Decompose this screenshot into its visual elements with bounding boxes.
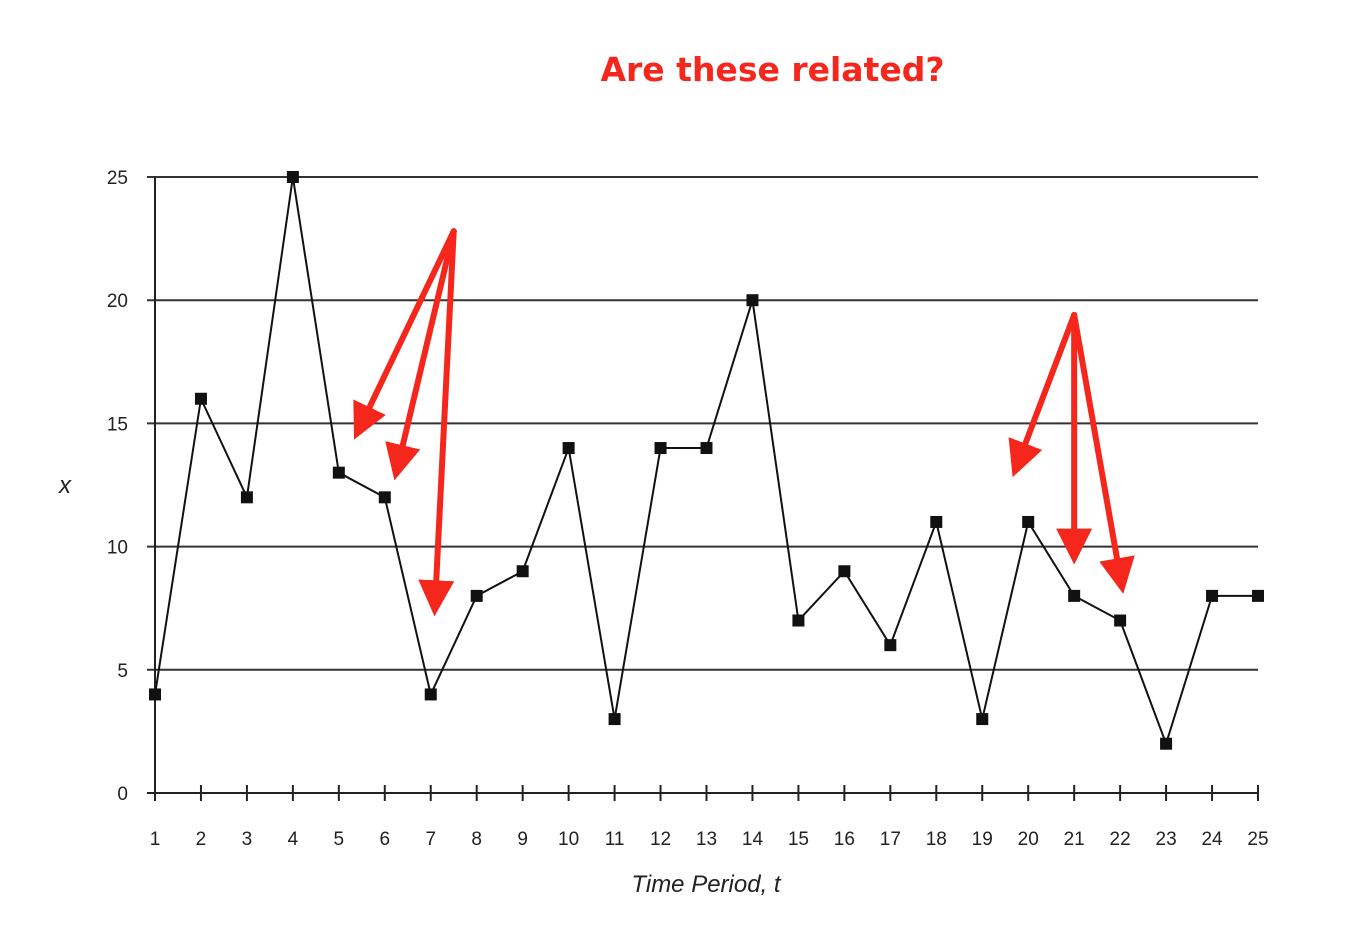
series-line-1 [154, 176, 1258, 747]
data-point-t4 [286, 171, 299, 183]
x-tick-label-24: 24 [1201, 829, 1223, 850]
y-axis-title: x [58, 472, 72, 499]
x-tick-label-23: 23 [1156, 829, 1177, 850]
data-point-t13 [700, 442, 713, 455]
x-tick-label-15: 15 [788, 829, 809, 850]
data-point-t18 [930, 515, 943, 528]
x-tick-label-1: 1 [150, 829, 161, 850]
data-point-t16 [838, 565, 851, 578]
x-tick-label-12: 12 [650, 829, 671, 850]
data-point-t9 [516, 565, 529, 578]
x-tick-label-10: 10 [558, 829, 579, 850]
data-point-t22 [1114, 614, 1127, 627]
series-layer [154, 176, 1258, 747]
x-tick-label-20: 20 [1018, 829, 1039, 850]
data-point-t12 [654, 442, 667, 455]
annotation-arrow-2-3 [1071, 311, 1135, 594]
data-point-t5 [332, 466, 345, 479]
x-tick-label-9: 9 [517, 829, 528, 850]
annotation-arrows-layer [353, 228, 1135, 617]
data-point-t10 [562, 442, 575, 455]
data-point-t3 [240, 491, 253, 504]
data-point-t14 [746, 294, 759, 307]
annotation-arrow-1-2 [385, 228, 457, 481]
x-tick-label-6: 6 [380, 829, 391, 850]
y-tick-label-20: 20 [107, 291, 128, 312]
x-tick-label-8: 8 [471, 829, 482, 850]
data-point-t25 [1252, 589, 1264, 602]
x-tick-label-16: 16 [834, 829, 855, 850]
data-point-t21 [1068, 589, 1081, 602]
x-axis-title: Time Period, t [631, 871, 782, 898]
x-tick-label-17: 17 [880, 829, 901, 850]
x-tick-label-3: 3 [242, 829, 253, 850]
x-tick-label-2: 2 [196, 829, 207, 850]
y-tick-label-10: 10 [107, 538, 128, 559]
annotation-arrow-1-3 [418, 228, 457, 617]
x-tick-label-13: 13 [696, 829, 717, 850]
data-point-t11 [608, 713, 621, 726]
x-tick-label-25: 25 [1247, 829, 1268, 850]
data-point-t17 [884, 639, 897, 652]
x-tick-label-22: 22 [1110, 829, 1131, 850]
data-point-t1 [149, 688, 161, 701]
x-tick-label-4: 4 [288, 829, 299, 850]
data-point-t8 [470, 589, 483, 602]
data-point-t23 [1160, 737, 1173, 750]
x-tick-label-14: 14 [742, 829, 764, 850]
x-tick-label-21: 21 [1064, 829, 1085, 850]
data-point-t2 [194, 392, 207, 405]
annotation-arrow-2-1 [1008, 311, 1078, 478]
data-point-t7 [424, 688, 437, 701]
data-point-t20 [1022, 515, 1035, 528]
y-tick-label-0: 0 [117, 784, 128, 805]
x-tick-label-5: 5 [334, 829, 345, 850]
y-tick-label-15: 15 [107, 414, 128, 435]
x-tick-label-19: 19 [972, 829, 993, 850]
chart-title: Are these related? [600, 50, 945, 89]
x-tick-label-18: 18 [926, 829, 947, 850]
x-tick-label-11: 11 [605, 829, 625, 850]
points-layer [149, 171, 1264, 750]
data-point-t24 [1206, 589, 1219, 602]
y-tick-label-25: 25 [107, 168, 128, 189]
data-point-t19 [976, 713, 989, 726]
data-point-t15 [792, 614, 805, 627]
x-tick-label-7: 7 [425, 829, 436, 850]
y-tick-label-5: 5 [117, 661, 128, 682]
data-point-t6 [378, 491, 391, 504]
annotation-arrow-1-1 [353, 228, 457, 440]
